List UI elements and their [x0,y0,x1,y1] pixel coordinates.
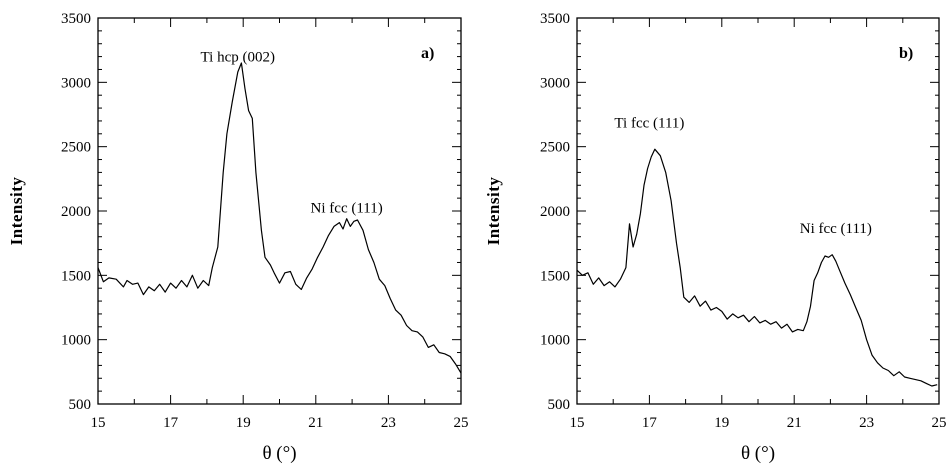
panel-a: 15 17 19 21 23 25 500 1000 1500 2000 2500 3000 3500 θ… [7,11,469,464]
x-tick-label: 17 [163,415,179,431]
panel-b: 15 17 19 21 23 25 500 1000 1500 2000 2500 3000 3500 θ… [484,11,947,464]
x-tick-label: 25 [454,415,469,431]
x-tick-label: 17 [642,415,658,431]
x-tick-label: 19 [714,415,729,431]
peak-annotation: Ti hcp (002) [201,50,275,66]
x-tick-label: 23 [381,415,396,431]
series-line [97,62,462,374]
y-tick-label: 2000 [540,204,570,220]
x-tick-label: 21 [787,415,802,431]
y-tick-label: 3500 [540,11,570,27]
x-tick-label: 15 [570,415,585,431]
x-tick-label: 19 [236,415,251,431]
x-tick-label: 15 [91,415,106,431]
series-line [576,148,938,387]
x-axis-title: θ (°) [741,443,775,464]
y-tick-label: 3500 [61,11,91,27]
y-tick-label: 2000 [61,204,91,220]
y-axis-title: Intensity [484,177,503,246]
y-tick-label: 3000 [540,75,570,91]
y-tick-label: 1500 [61,268,91,284]
y-tick-label: 2500 [61,140,91,156]
peak-annotation: Ni fcc (111) [800,221,872,237]
y-tick-label: 500 [548,397,571,413]
y-tick-label: 3000 [61,75,91,91]
panel-label: a) [421,45,434,62]
panel-label: b) [899,45,913,62]
peak-annotation: Ti fcc (111) [614,115,684,131]
peak-annotation: Ni fcc (111) [311,200,383,216]
y-tick-label: 2500 [540,140,570,156]
x-axis-title: θ (°) [262,443,296,464]
y-tick-label: 1000 [61,333,91,349]
y-tick-label: 500 [69,397,92,413]
y-tick-label: 1000 [540,333,570,349]
y-axis-title: Intensity [7,177,26,246]
x-tick-label: 21 [308,415,323,431]
x-tick-label: 25 [932,415,947,431]
x-tick-label: 23 [859,415,874,431]
y-tick-label: 1500 [540,268,570,284]
plot-frame [576,17,940,405]
plot-frame [97,17,462,405]
